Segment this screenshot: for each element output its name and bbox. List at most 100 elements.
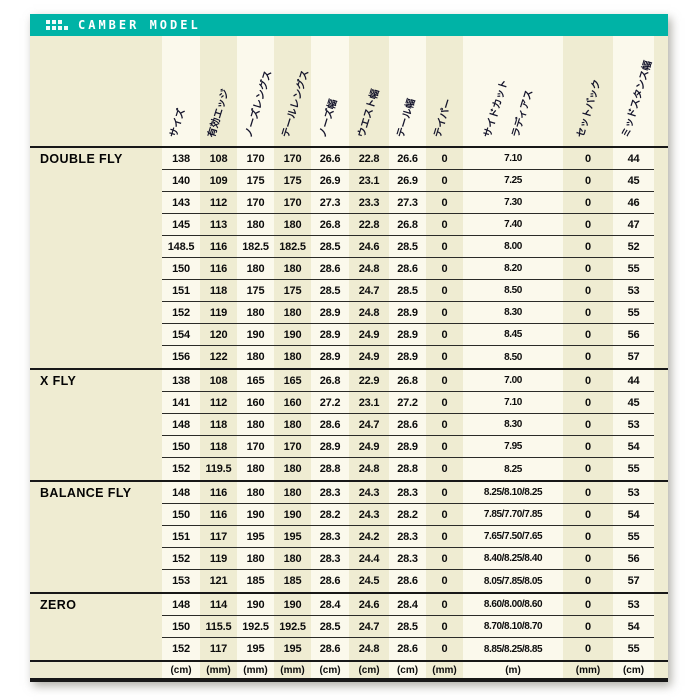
spec-value: 150 [162,258,200,280]
spec-value: 8.05/7.85/8.05 [463,570,563,592]
spec-value: 152 [162,302,200,324]
column-header: ミッドスタンス幅 [613,36,655,146]
spec-value: 54 [613,616,654,638]
spec-value: 175 [237,280,274,302]
spec-value: 0 [426,148,463,170]
spec-value: 26.9 [389,170,426,192]
model-name [30,504,162,526]
spec-value: 121 [209,575,228,587]
spec-value: 195 [283,643,302,655]
spec-value: 180 [237,414,274,436]
spec-value: 0 [563,214,613,236]
model-name [30,526,162,548]
spec-value: 117 [200,526,237,548]
spec-value: 0 [426,370,463,392]
spec-value: 119 [200,548,237,570]
spec-value: 152 [162,548,200,570]
spec-value: 7.65/7.50/7.65 [463,526,563,548]
column-header: テイパー [426,36,463,146]
spec-value: 117 [209,643,228,655]
spec-value: 28.8 [389,458,426,480]
spec-value: 53 [613,482,654,504]
spec-value: 28.4 [389,594,426,616]
spec-value: 0 [426,302,463,324]
spec-value: 24.4 [349,548,389,570]
spec-value: 54 [613,504,654,526]
spec-value: 0 [426,324,463,346]
spec-value: 150 [162,616,200,638]
spec-value: 0 [441,351,448,363]
spec-value: 109 [200,170,237,192]
model-column-header [30,36,162,146]
spec-value: 24.8 [349,258,389,280]
table-row: 150 118 170 170 28.9 24.9 28.9 0 7.95 0 54 [30,436,668,458]
spec-value: 8.30 [463,302,563,324]
model-group: ZERO 148 114 190 190 28.4 24.6 28.4 0 8.60/8.00/8… [30,594,668,662]
spec-value: 180 [237,302,274,324]
column-header: サイズ [162,36,200,146]
spec-value: 23.3 [349,192,389,214]
spec-value: 0 [441,575,448,587]
spec-value: 116 [200,504,237,526]
spec-value: 57 [613,346,654,368]
spec-value: 28.9 [311,324,349,346]
units-row: (cm) (mm) (mm) (mm) (cm) (cm) (cm) (mm) (m) (mm) (… [30,662,668,682]
spec-value: 0 [563,148,613,170]
spec-value: 24.2 [349,526,389,548]
spec-value: 145 [162,214,200,236]
spec-value: 7.95 [463,436,563,458]
spec-value: 28.6 [389,638,426,660]
spec-value: 170 [274,436,311,458]
model-name [30,324,162,346]
spec-value: 55 [613,638,654,660]
spec-value: 112 [200,392,237,414]
spec-value: 24.6 [349,594,389,616]
spec-value: 0 [563,526,613,548]
spec-value: 0 [426,392,463,414]
column-header: サイドカット ラディアス [463,36,563,146]
column-header: テール幅 [389,36,426,146]
spec-value: 28.5 [389,616,426,638]
spec-value: 190 [274,594,311,616]
spec-value: 28.8 [311,458,349,480]
spec-value: 0 [426,594,463,616]
spec-value: 8.45 [463,324,563,346]
spec-value: 0 [563,482,613,504]
spec-value: 24.9 [349,324,389,346]
spec-value: 28.2 [311,504,349,526]
table-row: X FLY 138 108 165 165 26.8 22.9 26.8 0 7.00 0 44 [30,370,668,392]
spec-value: 28.6 [389,570,426,592]
model-name [30,570,162,592]
spec-value: 8.70/8.10/8.70 [463,616,563,638]
spec-value: 180 [237,346,274,368]
spec-value: 7.30 [463,192,563,214]
spec-value: 0 [426,258,463,280]
spec-value: 0 [563,548,613,570]
spec-value: 28.5 [311,236,349,258]
column-header-row: サイズ 有効エッジ ノーズレングス テールレングス ノーズ幅 ウエスト幅 テール幅 テイパーサ… [30,36,668,148]
spec-value: 45 [613,170,654,192]
column-header-label: テイパー [432,97,455,139]
spec-value: 0 [563,436,613,458]
spec-table-body: DOUBLE FLY 138 108 170 170 26.6 22.8 26.6 0 7.10 0… [30,148,668,662]
spec-value: 0 [426,548,463,570]
spec-value: 28.9 [389,346,426,368]
spec-value: 119.5 [205,463,232,475]
spec-value: 26.6 [311,148,349,170]
spec-value: 180 [274,214,311,236]
table-row: 143 112 170 170 27.3 23.3 27.3 0 7.30 0 46 [30,192,668,214]
spec-value: 0 [563,170,613,192]
spec-value: 185 [283,575,302,587]
unit-label: (mm) [206,664,231,676]
table-row: 150 116 190 190 28.2 24.3 28.2 0 7.85/7.70/7.85 0… [30,504,668,526]
spec-value: 152 [162,638,200,660]
spec-value: 0 [426,616,463,638]
spec-value: 28.9 [311,302,349,324]
spec-value: 0 [563,392,613,414]
spec-value: 8.40/8.25/8.40 [463,548,563,570]
spec-value: 7.10 [463,392,563,414]
table-row: BALANCE FLY 148 116 180 180 28.3 24.3 28.3 0 8.25… [30,482,668,504]
spec-value: 28.3 [389,548,426,570]
column-header-label: ノーズ幅 [317,98,340,139]
spec-value: 53 [613,594,654,616]
